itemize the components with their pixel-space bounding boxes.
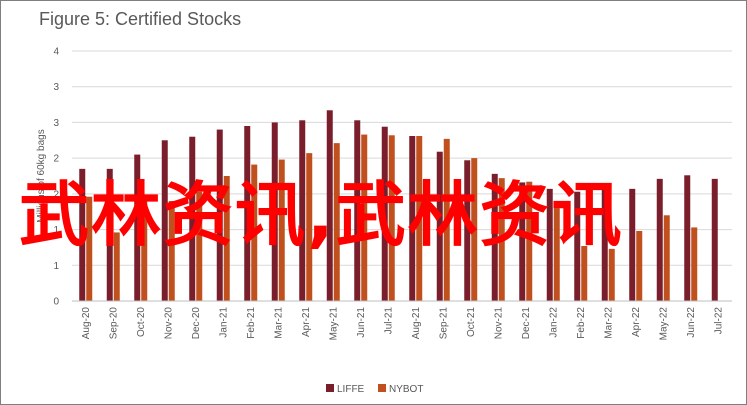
y-axis-label: Millions of 60kg bags: [36, 129, 47, 222]
watermark-overlay: 武林资讯,武林资讯: [19, 174, 624, 256]
bar-liffe-jul-22: [711, 178, 718, 301]
bar-nybot-oct-21: [471, 158, 478, 301]
bar-nybot-jan-21: [223, 176, 230, 301]
gridlines: [72, 50, 732, 266]
y-tick-label: 2: [53, 189, 59, 200]
legend-label-nybot: NYBOT: [389, 384, 423, 395]
x-tick-label: Dec-20: [191, 307, 202, 340]
y-tick-label: 1: [53, 261, 59, 272]
x-tick-label: Mar-22: [603, 307, 614, 339]
bar-liffe-jun-22: [684, 175, 691, 301]
bar-nybot-mar-22: [608, 248, 615, 301]
x-tick-label: Dec-21: [521, 307, 532, 340]
bar-liffe-sep-20: [106, 168, 113, 301]
bars: [79, 110, 718, 302]
x-tick-label: Jan-22: [548, 307, 559, 338]
bar-liffe-nov-20: [161, 140, 168, 301]
y-tick-labels: 0 1 1 2 2 3 3 4: [53, 47, 59, 308]
x-tick-label: Sep-21: [438, 307, 449, 340]
bar-liffe-mar-22: [601, 183, 608, 301]
bar-nybot-apr-22: [636, 231, 643, 301]
x-tick-label: Oct-21: [466, 307, 477, 337]
x-tick-label: Jun-22: [686, 307, 697, 338]
x-tick-label: Jul-22: [713, 307, 724, 335]
bar-liffe-dec-20: [189, 136, 196, 301]
bar-nybot-jun-21: [361, 134, 368, 301]
bar-liffe-dec-21: [519, 182, 526, 301]
bar-nybot-feb-21: [251, 164, 258, 301]
bar-nybot-apr-21: [306, 153, 313, 301]
bar-nybot-jun-22: [691, 227, 698, 301]
bar-liffe-jun-21: [354, 120, 361, 302]
bar-liffe-feb-21: [244, 126, 251, 301]
y-tick-label: 4: [53, 47, 59, 58]
bar-nybot-may-22: [663, 215, 670, 301]
bar-liffe-apr-22: [629, 188, 636, 301]
bar-nybot-jul-21: [388, 135, 395, 301]
bar-nybot-may-21: [333, 143, 340, 301]
x-tick-label: Jul-21: [383, 307, 394, 335]
bar-nybot-sep-20: [113, 232, 120, 301]
x-tick-label: Jun-21: [356, 307, 367, 338]
bar-nybot-nov-20: [168, 201, 175, 301]
x-tick-label: May-21: [328, 307, 339, 341]
bar-nybot-jan-22: [553, 208, 560, 301]
x-tick-label: Sep-20: [108, 307, 119, 340]
bar-liffe-oct-20: [134, 154, 141, 301]
x-tick-label: Mar-21: [273, 307, 284, 339]
x-tick-label: Jan-21: [218, 307, 229, 338]
bar-liffe-jul-21: [381, 126, 388, 301]
bar-liffe-mar-21: [271, 122, 278, 301]
bar-liffe-sep-21: [436, 151, 443, 301]
x-tick-label: Apr-22: [631, 307, 642, 337]
bar-nybot-aug-21: [416, 136, 423, 301]
legend-swatch-nybot: [378, 384, 386, 392]
bar-nybot-mar-21: [278, 159, 285, 301]
x-tick-label: Nov-21: [493, 307, 504, 340]
x-tick-label: Nov-20: [163, 307, 174, 340]
bar-liffe-aug-20: [79, 168, 86, 301]
legend-label-liffe: LIFFE: [337, 384, 365, 395]
legend: LIFFE NYBOT: [326, 384, 423, 395]
y-tick-label: 2: [53, 154, 59, 165]
bar-nybot-sep-21: [443, 138, 450, 301]
chart-title: Figure 5: Certified Stocks: [39, 9, 242, 29]
bar-liffe-may-21: [326, 110, 333, 302]
x-tick-label: Apr-21: [301, 307, 312, 337]
bar-nybot-dec-21: [526, 181, 533, 301]
bar-liffe-nov-21: [491, 173, 498, 301]
bar-nybot-nov-21: [498, 178, 505, 301]
bar-nybot-aug-20: [86, 196, 93, 301]
bar-liffe-oct-21: [464, 160, 471, 301]
x-tick-labels: Aug-20 Sep-20 Oct-20 Nov-20 Dec-20 Jan-21 Feb-…: [81, 307, 725, 341]
x-tick-label: Feb-21: [246, 307, 257, 339]
bar-liffe-may-22: [656, 178, 663, 301]
x-tick-label: May-22: [658, 307, 669, 341]
bar-liffe-jan-22: [546, 188, 553, 301]
bar-liffe-feb-22: [574, 191, 581, 301]
bar-nybot-dec-20: [196, 191, 203, 301]
y-tick-label: 3: [53, 82, 59, 93]
y-tick-label: 1: [53, 225, 59, 236]
bar-liffe-aug-21: [409, 136, 416, 301]
x-tick-label: Aug-21: [411, 307, 422, 340]
bar-liffe-jan-21: [216, 129, 223, 301]
x-tick-label: Aug-20: [81, 307, 92, 340]
bar-nybot-oct-20: [141, 200, 148, 301]
x-tick-label: Feb-22: [576, 307, 587, 339]
bar-liffe-apr-21: [299, 120, 306, 302]
x-tick-label: Oct-20: [136, 307, 147, 337]
bar-nybot-feb-22: [581, 246, 588, 301]
legend-swatch-liffe: [326, 384, 334, 392]
y-tick-label: 0: [53, 297, 59, 308]
y-tick-label: 3: [53, 118, 59, 129]
